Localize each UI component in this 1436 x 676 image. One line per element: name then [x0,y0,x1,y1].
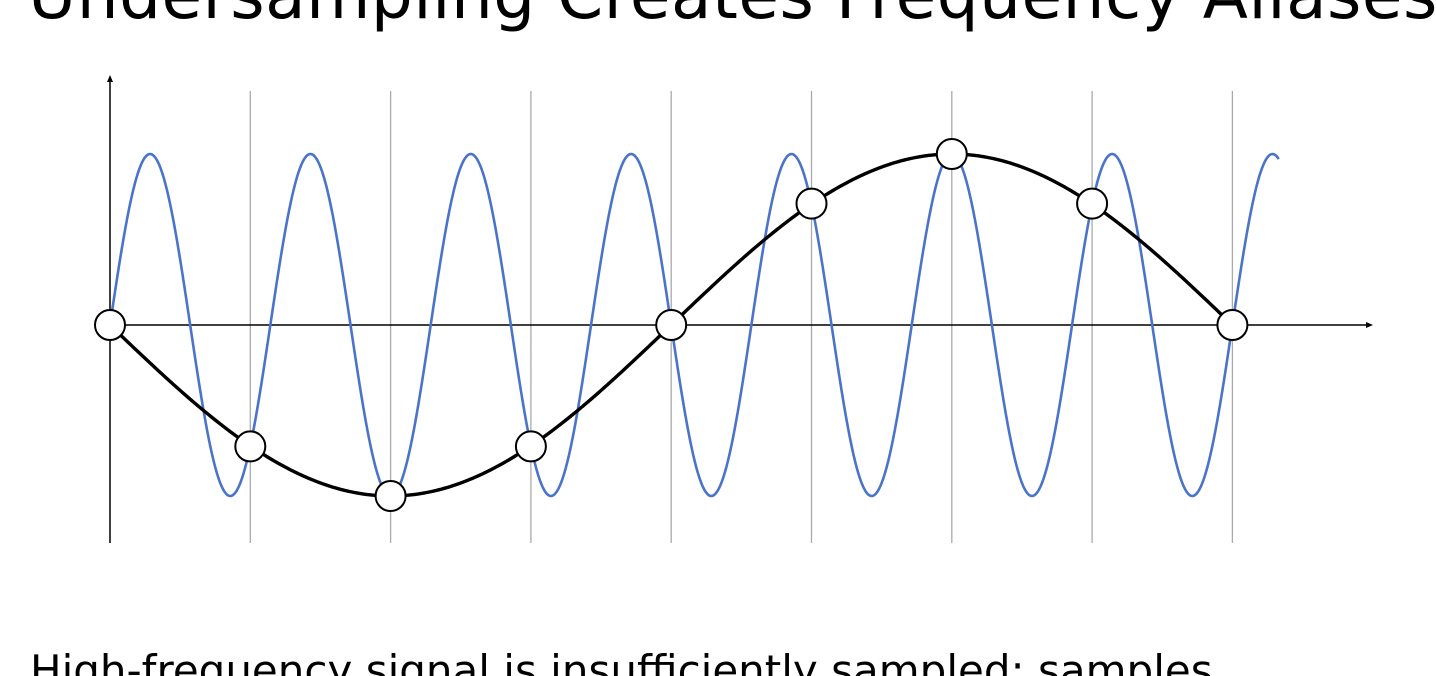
slide-title: Undersampling Creates Frequency Aliases [28,0,1436,29]
sample-point [795,187,828,220]
x-axis-arrowhead [1366,322,1373,328]
y-axis-arrowhead [107,75,113,82]
sample-point [94,309,126,341]
sample-points [94,138,1249,512]
sample-grid-lines [249,91,1234,543]
sample-point [655,309,688,341]
high-frequency-signal [108,152,1280,498]
sample-point [935,138,968,170]
slide-body-text: High-frequency signal is insufficiently … [30,646,1213,676]
sample-point [234,430,267,463]
sample-point [1216,309,1249,341]
sample-point [374,480,407,512]
sample-point [1076,187,1109,220]
sample-point [514,430,547,463]
